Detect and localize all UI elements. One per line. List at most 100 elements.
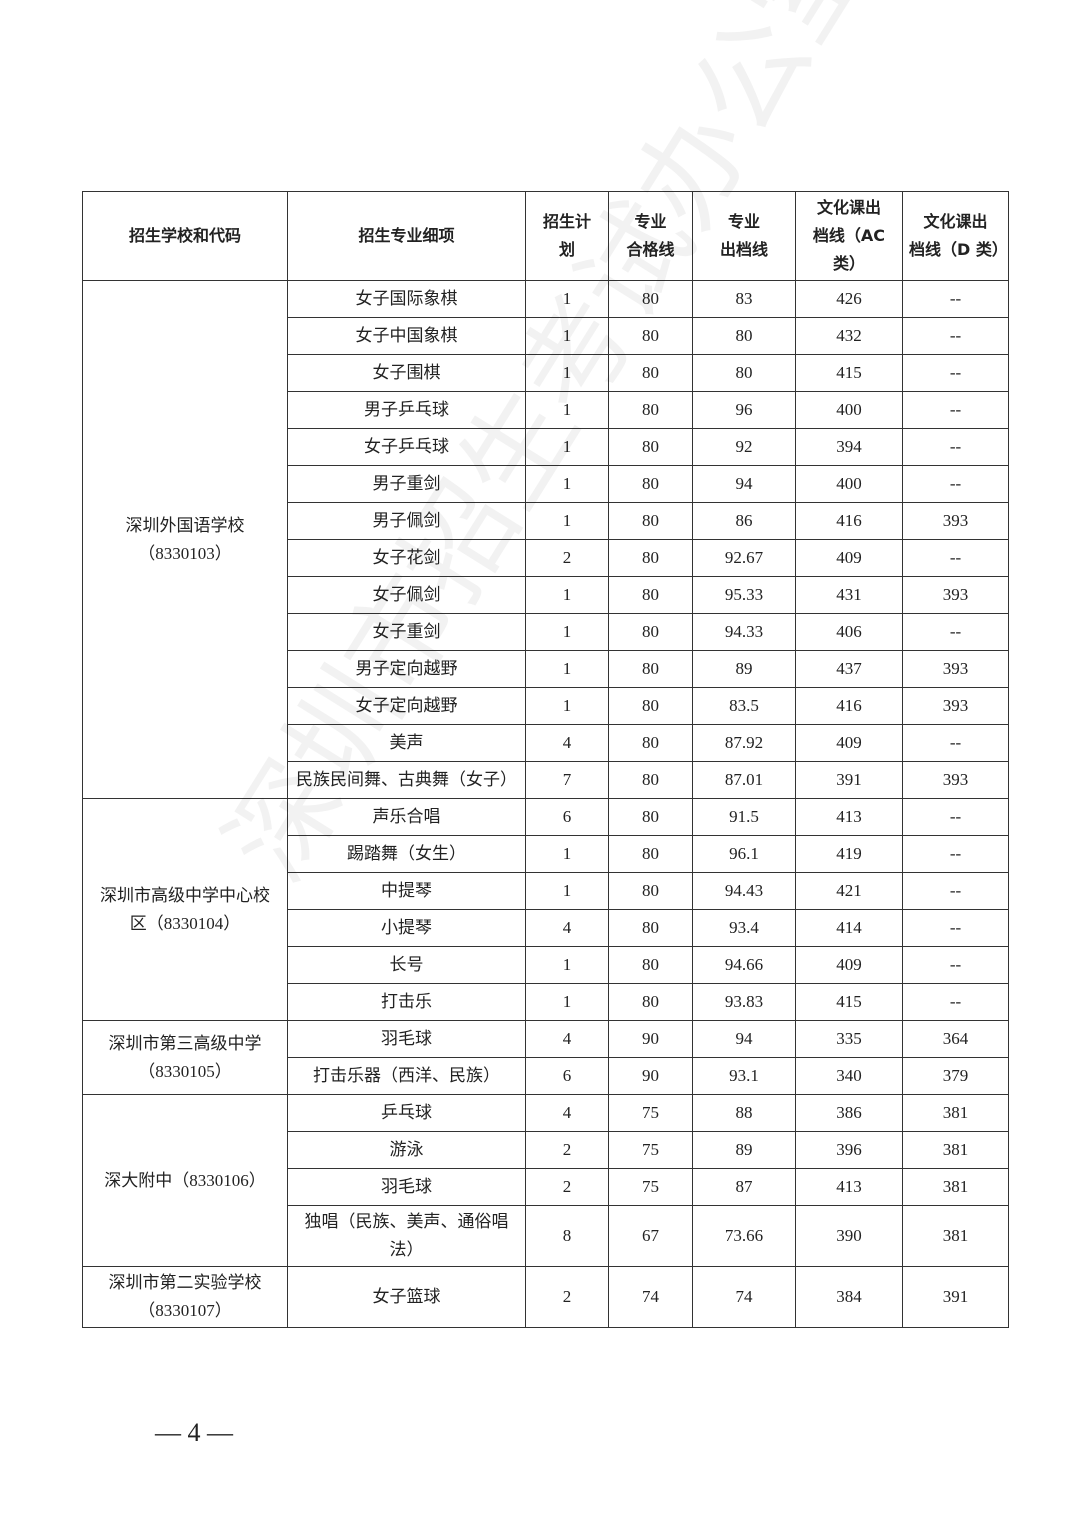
text-line: （8330105） <box>138 1061 232 1081</box>
table-row: 深圳外国语学校 （8330103） 女子国际象棋 1 80 83 426 -- <box>82 280 1009 799</box>
item-cell: 男子乒乓球 <box>287 391 526 429</box>
value-cell: 88 <box>692 1094 796 1132</box>
value-cell: 406 <box>795 613 903 651</box>
header-cell: 专业 合格线 <box>608 191 693 281</box>
value-cell: 409 <box>795 539 903 577</box>
value-cell: 432 <box>795 317 903 355</box>
value-cell: 1 <box>525 835 609 873</box>
value-cell: -- <box>902 872 1009 910</box>
value-cell: 437 <box>795 650 903 688</box>
header-cell: 文化课出 档线（AC 类） <box>795 191 903 281</box>
value-cell: 8 <box>525 1205 609 1267</box>
value-cell: -- <box>902 354 1009 392</box>
value-cell: -- <box>902 946 1009 984</box>
value-cell: 87.92 <box>692 724 796 762</box>
table-row: 女子佩剑 1 80 95.33 431 393 <box>83 576 1009 614</box>
item-cell: 踢踏舞（女生） <box>287 835 526 873</box>
value-cell: 90 <box>608 1057 693 1095</box>
text-line: 文化课出 <box>923 212 988 231</box>
table-row: 打击乐 1 80 93.83 415 -- <box>83 983 1009 1021</box>
value-cell: 391 <box>902 1266 1009 1328</box>
value-cell: 431 <box>795 576 903 614</box>
table-row: 独唱（民族、美声、通俗唱法） 8 67 73.66 390 381 <box>83 1205 1009 1267</box>
value-cell: 335 <box>795 1020 903 1058</box>
value-cell: 386 <box>795 1094 903 1132</box>
item-cell: 男子定向越野 <box>287 650 526 688</box>
item-cell: 女子国际象棋 <box>287 280 526 318</box>
text-line: 深圳市第三高级中学 <box>108 1033 262 1053</box>
value-cell: 393 <box>902 761 1009 799</box>
text-line: 招生计 <box>542 212 591 231</box>
item-cell: 女子中国象棋 <box>287 317 526 355</box>
value-cell: 95.33 <box>692 576 796 614</box>
value-cell: -- <box>902 724 1009 762</box>
table-row: 深圳市高级中学中心校 区（8330104） 声乐合唱 6 80 91.5 413 -- <box>82 798 1009 1021</box>
value-cell: 80 <box>608 724 693 762</box>
header-row: 招生学校和代码 招生专业细项 招生计划专业 合格线 专业 出档线 文化课出 档线（AC 类） 文化… <box>82 191 1009 281</box>
value-cell: 80 <box>608 539 693 577</box>
table-row: 女子乒乓球 1 80 92 394 -- <box>83 428 1009 466</box>
text-line: 深大附中（8330106） <box>104 1170 266 1190</box>
value-cell: 93.1 <box>692 1057 796 1095</box>
header-cell: 文化课出 档线（D 类） <box>902 191 1009 281</box>
value-cell: 80 <box>608 687 693 725</box>
value-cell: 421 <box>795 872 903 910</box>
value-cell: 67 <box>608 1205 693 1267</box>
text-line: 合格线 <box>626 240 675 259</box>
value-cell: -- <box>902 428 1009 466</box>
value-cell: 87 <box>692 1168 796 1206</box>
value-cell: 80 <box>692 354 796 392</box>
value-cell: -- <box>902 798 1009 836</box>
value-cell: 416 <box>795 687 903 725</box>
value-cell: 396 <box>795 1131 903 1169</box>
table-row: 小提琴 4 80 93.4 414 -- <box>83 909 1009 947</box>
value-cell: 4 <box>525 1020 609 1058</box>
value-cell: 96.1 <box>692 835 796 873</box>
item-cell: 打击乐器（西洋、民族） <box>287 1057 526 1095</box>
value-cell: 73.66 <box>692 1205 796 1267</box>
value-cell: 90 <box>608 1020 693 1058</box>
value-cell: 80 <box>608 798 693 836</box>
value-cell: 74 <box>608 1266 693 1328</box>
header-cell: 招生专业细项 <box>287 191 526 281</box>
value-cell: 391 <box>795 761 903 799</box>
value-cell: 92 <box>692 428 796 466</box>
value-cell: -- <box>902 280 1009 318</box>
value-cell: 415 <box>795 983 903 1021</box>
value-cell: 92.67 <box>692 539 796 577</box>
item-cell: 女子篮球 <box>287 1266 526 1328</box>
school-cell: 深圳市高级中学中心校 区（8330104） <box>82 798 288 1021</box>
value-cell: 416 <box>795 502 903 540</box>
value-cell: 4 <box>525 909 609 947</box>
value-cell: 93.83 <box>692 983 796 1021</box>
value-cell: 1 <box>525 687 609 725</box>
item-cell: 小提琴 <box>287 909 526 947</box>
value-cell: 2 <box>525 1266 609 1328</box>
value-cell: 75 <box>608 1094 693 1132</box>
text-line: （8330103） <box>138 543 232 563</box>
value-cell: 80 <box>608 835 693 873</box>
value-cell: 1 <box>525 502 609 540</box>
value-cell: 96 <box>692 391 796 429</box>
value-cell: 400 <box>795 465 903 503</box>
text-line: 深圳外国语学校 <box>125 515 245 535</box>
table-row: 女子中国象棋 1 80 80 432 -- <box>83 317 1009 355</box>
value-cell: 1 <box>525 576 609 614</box>
text-line: 专业 <box>634 212 667 231</box>
value-cell: 1 <box>525 872 609 910</box>
value-cell: 381 <box>902 1205 1009 1267</box>
value-cell: 1 <box>525 391 609 429</box>
value-cell: 80 <box>608 872 693 910</box>
value-cell: 1 <box>525 946 609 984</box>
value-cell: 400 <box>795 391 903 429</box>
text-line: 划 <box>558 240 575 259</box>
value-cell: 87.01 <box>692 761 796 799</box>
item-cell: 女子佩剑 <box>287 576 526 614</box>
text-line: 类） <box>832 254 865 273</box>
value-cell: -- <box>902 465 1009 503</box>
item-cell: 打击乐 <box>287 983 526 1021</box>
value-cell: -- <box>902 613 1009 651</box>
value-cell: 393 <box>902 502 1009 540</box>
value-cell: 80 <box>608 650 693 688</box>
school-cell: 深圳市第三高级中学 （8330105） <box>82 1020 288 1095</box>
